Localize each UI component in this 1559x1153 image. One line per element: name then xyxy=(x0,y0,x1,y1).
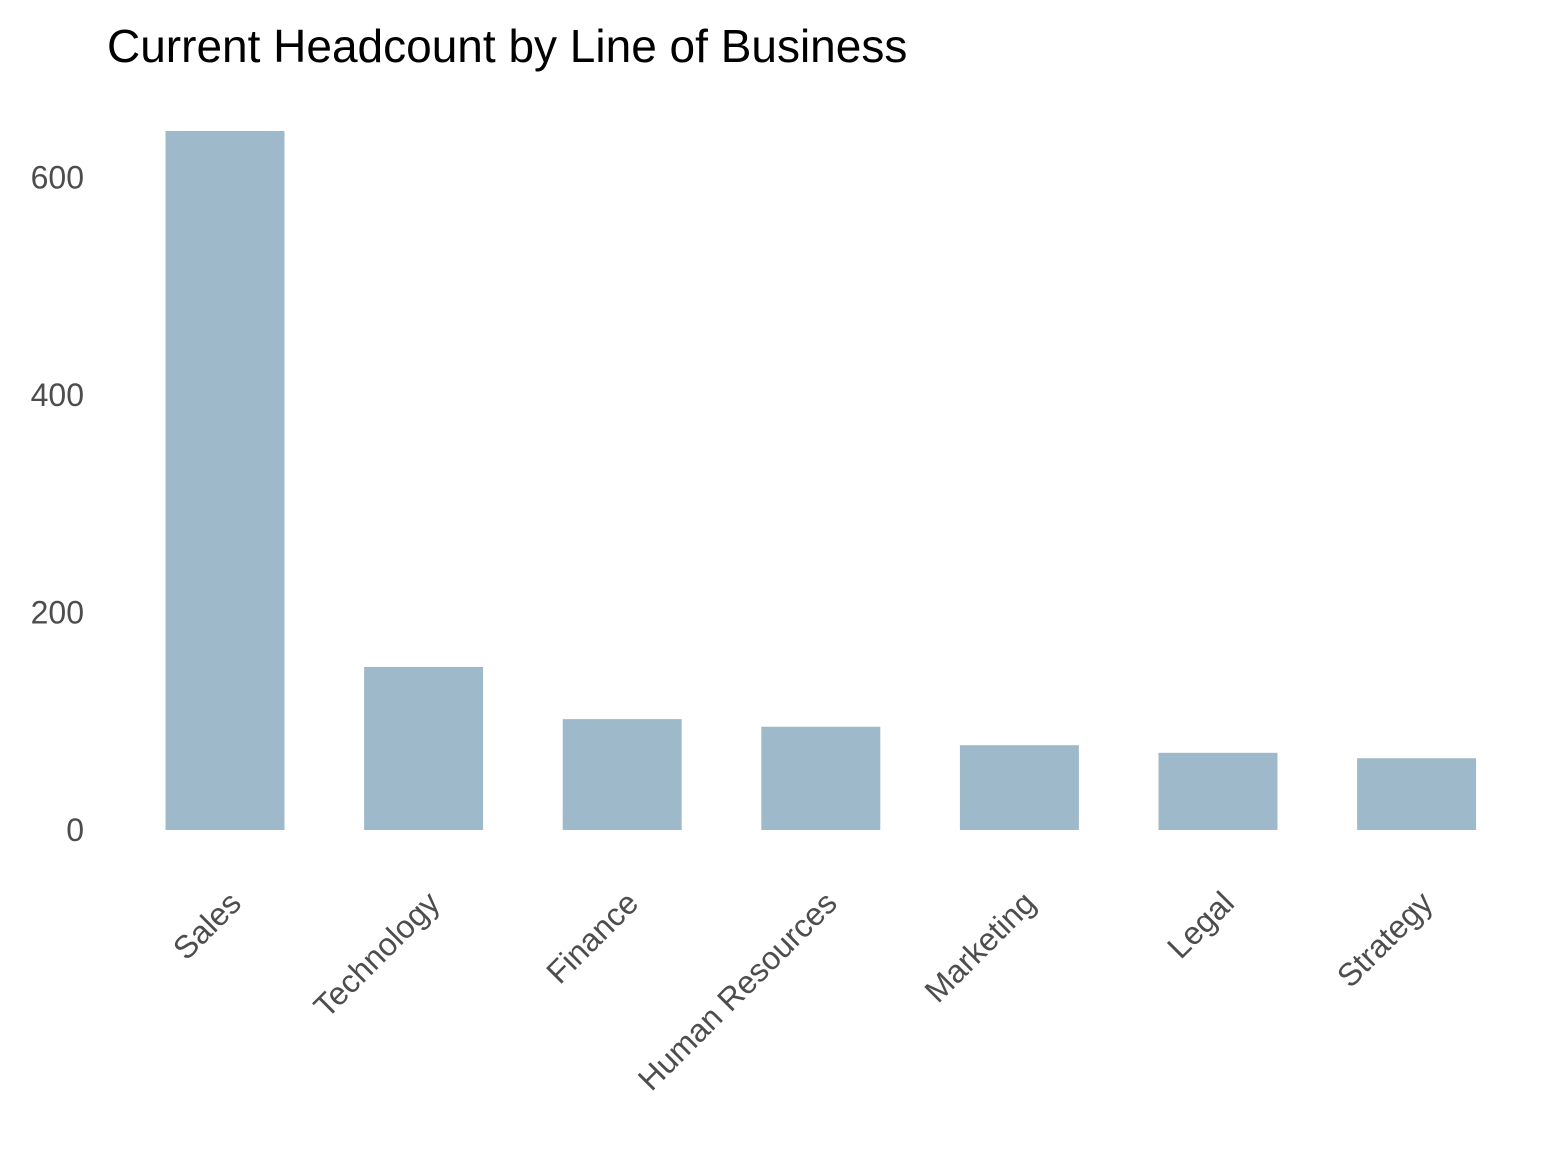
x-tick-label: Strategy xyxy=(1330,884,1440,994)
bar-strategy xyxy=(1357,758,1477,830)
y-axis: 0 200 400 600 xyxy=(31,160,84,848)
bar-sales xyxy=(165,131,285,830)
chart-title: Current Headcount by Line of Business xyxy=(107,20,907,72)
bars xyxy=(165,131,1477,830)
bar-marketing xyxy=(959,745,1079,830)
x-tick-label: Legal xyxy=(1160,884,1241,965)
y-tick-label: 600 xyxy=(31,160,84,196)
x-tick-label: Sales xyxy=(166,884,248,966)
x-tick-label: Human Resources xyxy=(631,884,844,1097)
y-tick-label: 0 xyxy=(66,812,84,848)
bar-human-resources xyxy=(761,726,881,830)
y-tick-label: 200 xyxy=(31,595,84,631)
y-tick-label: 400 xyxy=(31,377,84,413)
bar-finance xyxy=(562,719,682,830)
bar-legal xyxy=(1158,752,1278,830)
x-tick-label: Marketing xyxy=(918,884,1043,1009)
x-tick-label: Finance xyxy=(539,884,645,990)
x-tick-label: Technology xyxy=(307,884,447,1024)
bar-technology xyxy=(364,666,484,830)
